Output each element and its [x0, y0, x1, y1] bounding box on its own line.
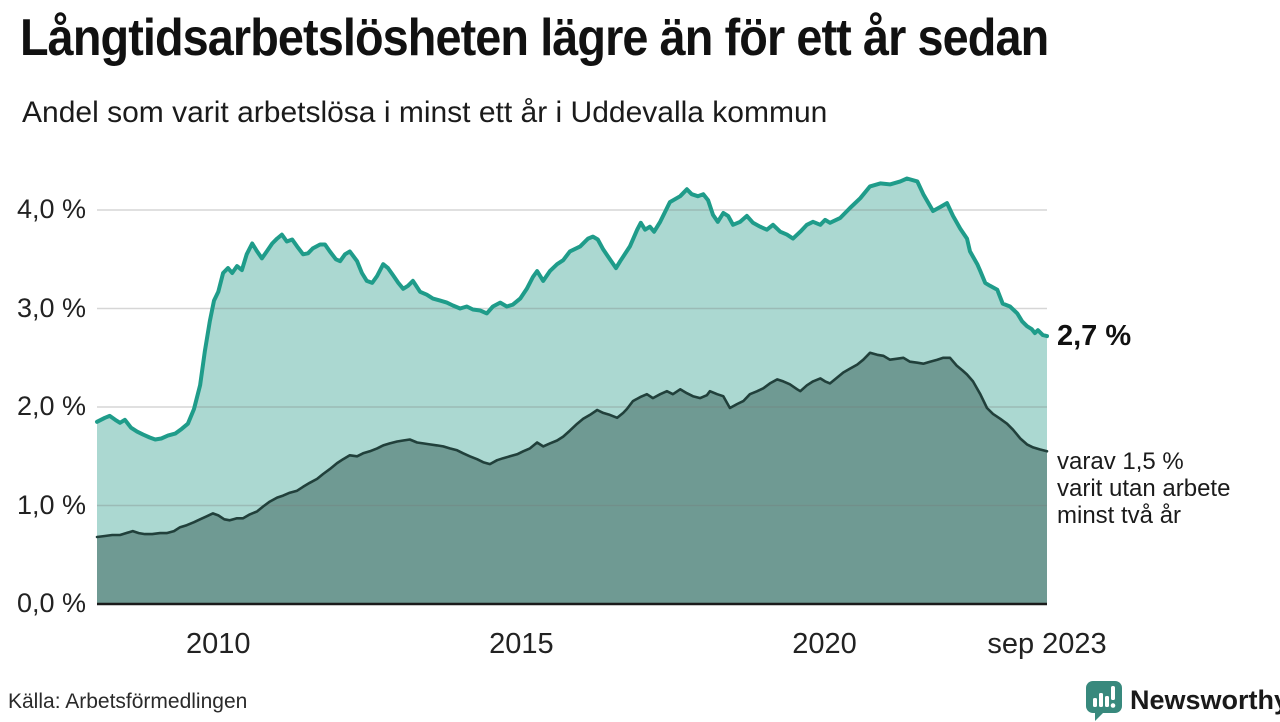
source-attribution: Källa: Arbetsförmedlingen: [8, 690, 248, 713]
newsworthy-logo: Newsworthy: [1085, 680, 1280, 722]
y-tick-4,0 %: 4,0 %: [16, 194, 86, 224]
series-area-unemployed_min_two_years: [97, 352, 1047, 604]
x-tick-2010: 2010: [185, 628, 251, 660]
page-title: Långtidsarbetslösheten lägre än för ett …: [20, 9, 1049, 67]
series-line-unemployed_min_one_year: [95, 176, 1049, 442]
secondary-series-note: varav 1,5 % varit utan arbete minst två …: [1057, 448, 1231, 529]
x-tick-sep 2023: sep 2023: [987, 628, 1107, 660]
newsworthy-wordmark: Newsworthy: [1130, 685, 1280, 715]
latest-value-label: 2,7 %: [1057, 320, 1132, 352]
x-tick-2015: 2015: [489, 628, 554, 660]
y-tick-3,0 %: 3,0 %: [16, 292, 86, 323]
series-line-unemployed_min_two_years: [95, 351, 1049, 539]
newsworthy-bubble-chart-icon: [1086, 681, 1122, 721]
y-tick-2,0 %: 2,0 %: [16, 391, 86, 421]
y-tick-1,0 %: 1,0 %: [16, 489, 86, 520]
x-tick-2020: 2020: [792, 628, 857, 660]
page-subtitle: Andel som varit arbetslösa i minst ett å…: [22, 96, 828, 129]
y-tick-0,0 %: 0,0 %: [16, 588, 86, 618]
